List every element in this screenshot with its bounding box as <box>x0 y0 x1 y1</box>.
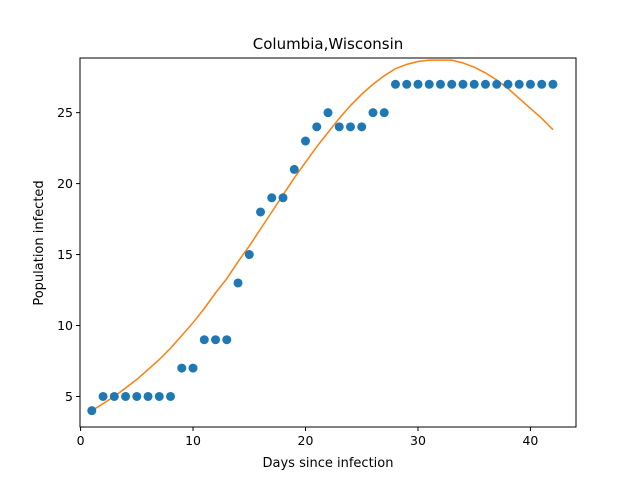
data-point <box>379 108 389 118</box>
x-tick-label: 30 <box>410 433 426 448</box>
data-point <box>413 79 423 89</box>
data-point <box>447 79 457 89</box>
data-point <box>177 363 187 373</box>
data-point <box>98 391 108 401</box>
data-point <box>188 363 198 373</box>
data-point <box>334 122 344 132</box>
data-point <box>458 79 468 89</box>
data-point <box>289 164 299 174</box>
data-point <box>211 335 221 345</box>
data-point <box>525 79 535 89</box>
y-axis: 5 10 15 20 25 <box>57 105 80 404</box>
x-axis: 0 10 20 30 40 <box>77 427 538 448</box>
data-point <box>503 79 513 89</box>
y-tick-label: 15 <box>57 247 73 262</box>
data-point <box>312 122 322 132</box>
y-tick-label: 25 <box>57 105 73 120</box>
y-tick-label: 20 <box>57 176 73 191</box>
data-point <box>469 79 479 89</box>
x-axis-label: Days since infection <box>263 456 394 471</box>
fit-line <box>91 59 554 412</box>
data-point <box>233 278 243 288</box>
data-point <box>166 391 176 401</box>
data-point <box>143 391 153 401</box>
data-point <box>402 79 412 89</box>
x-tick-label: 20 <box>298 433 314 448</box>
data-point <box>480 79 490 89</box>
y-tick-label: 5 <box>65 389 73 404</box>
x-tick-label: 40 <box>522 433 538 448</box>
data-point <box>537 79 547 89</box>
data-point <box>435 79 445 89</box>
data-point <box>323 108 333 118</box>
data-point <box>278 193 288 203</box>
plot-area <box>87 59 558 416</box>
data-point <box>357 122 367 132</box>
data-point <box>132 391 142 401</box>
data-point <box>390 79 400 89</box>
data-point <box>267 193 277 203</box>
data-point <box>301 136 311 146</box>
x-tick-label: 10 <box>185 433 201 448</box>
x-tick-label: 0 <box>77 433 85 448</box>
y-axis-label: Population infected <box>32 180 47 305</box>
data-point <box>222 335 232 345</box>
data-point <box>154 391 164 401</box>
data-point <box>492 79 502 89</box>
data-point <box>548 79 558 89</box>
data-point <box>121 391 131 401</box>
plot-frame <box>79 57 577 428</box>
data-point <box>514 79 524 89</box>
data-point <box>109 391 119 401</box>
data-point <box>256 207 266 217</box>
chart-title: Columbia,Wisconsin <box>253 35 404 53</box>
data-point <box>87 406 97 416</box>
data-point <box>424 79 434 89</box>
y-tick-label: 10 <box>57 318 73 333</box>
data-point <box>199 335 209 345</box>
data-point <box>244 250 254 260</box>
data-point <box>368 108 378 118</box>
data-point <box>345 122 355 132</box>
